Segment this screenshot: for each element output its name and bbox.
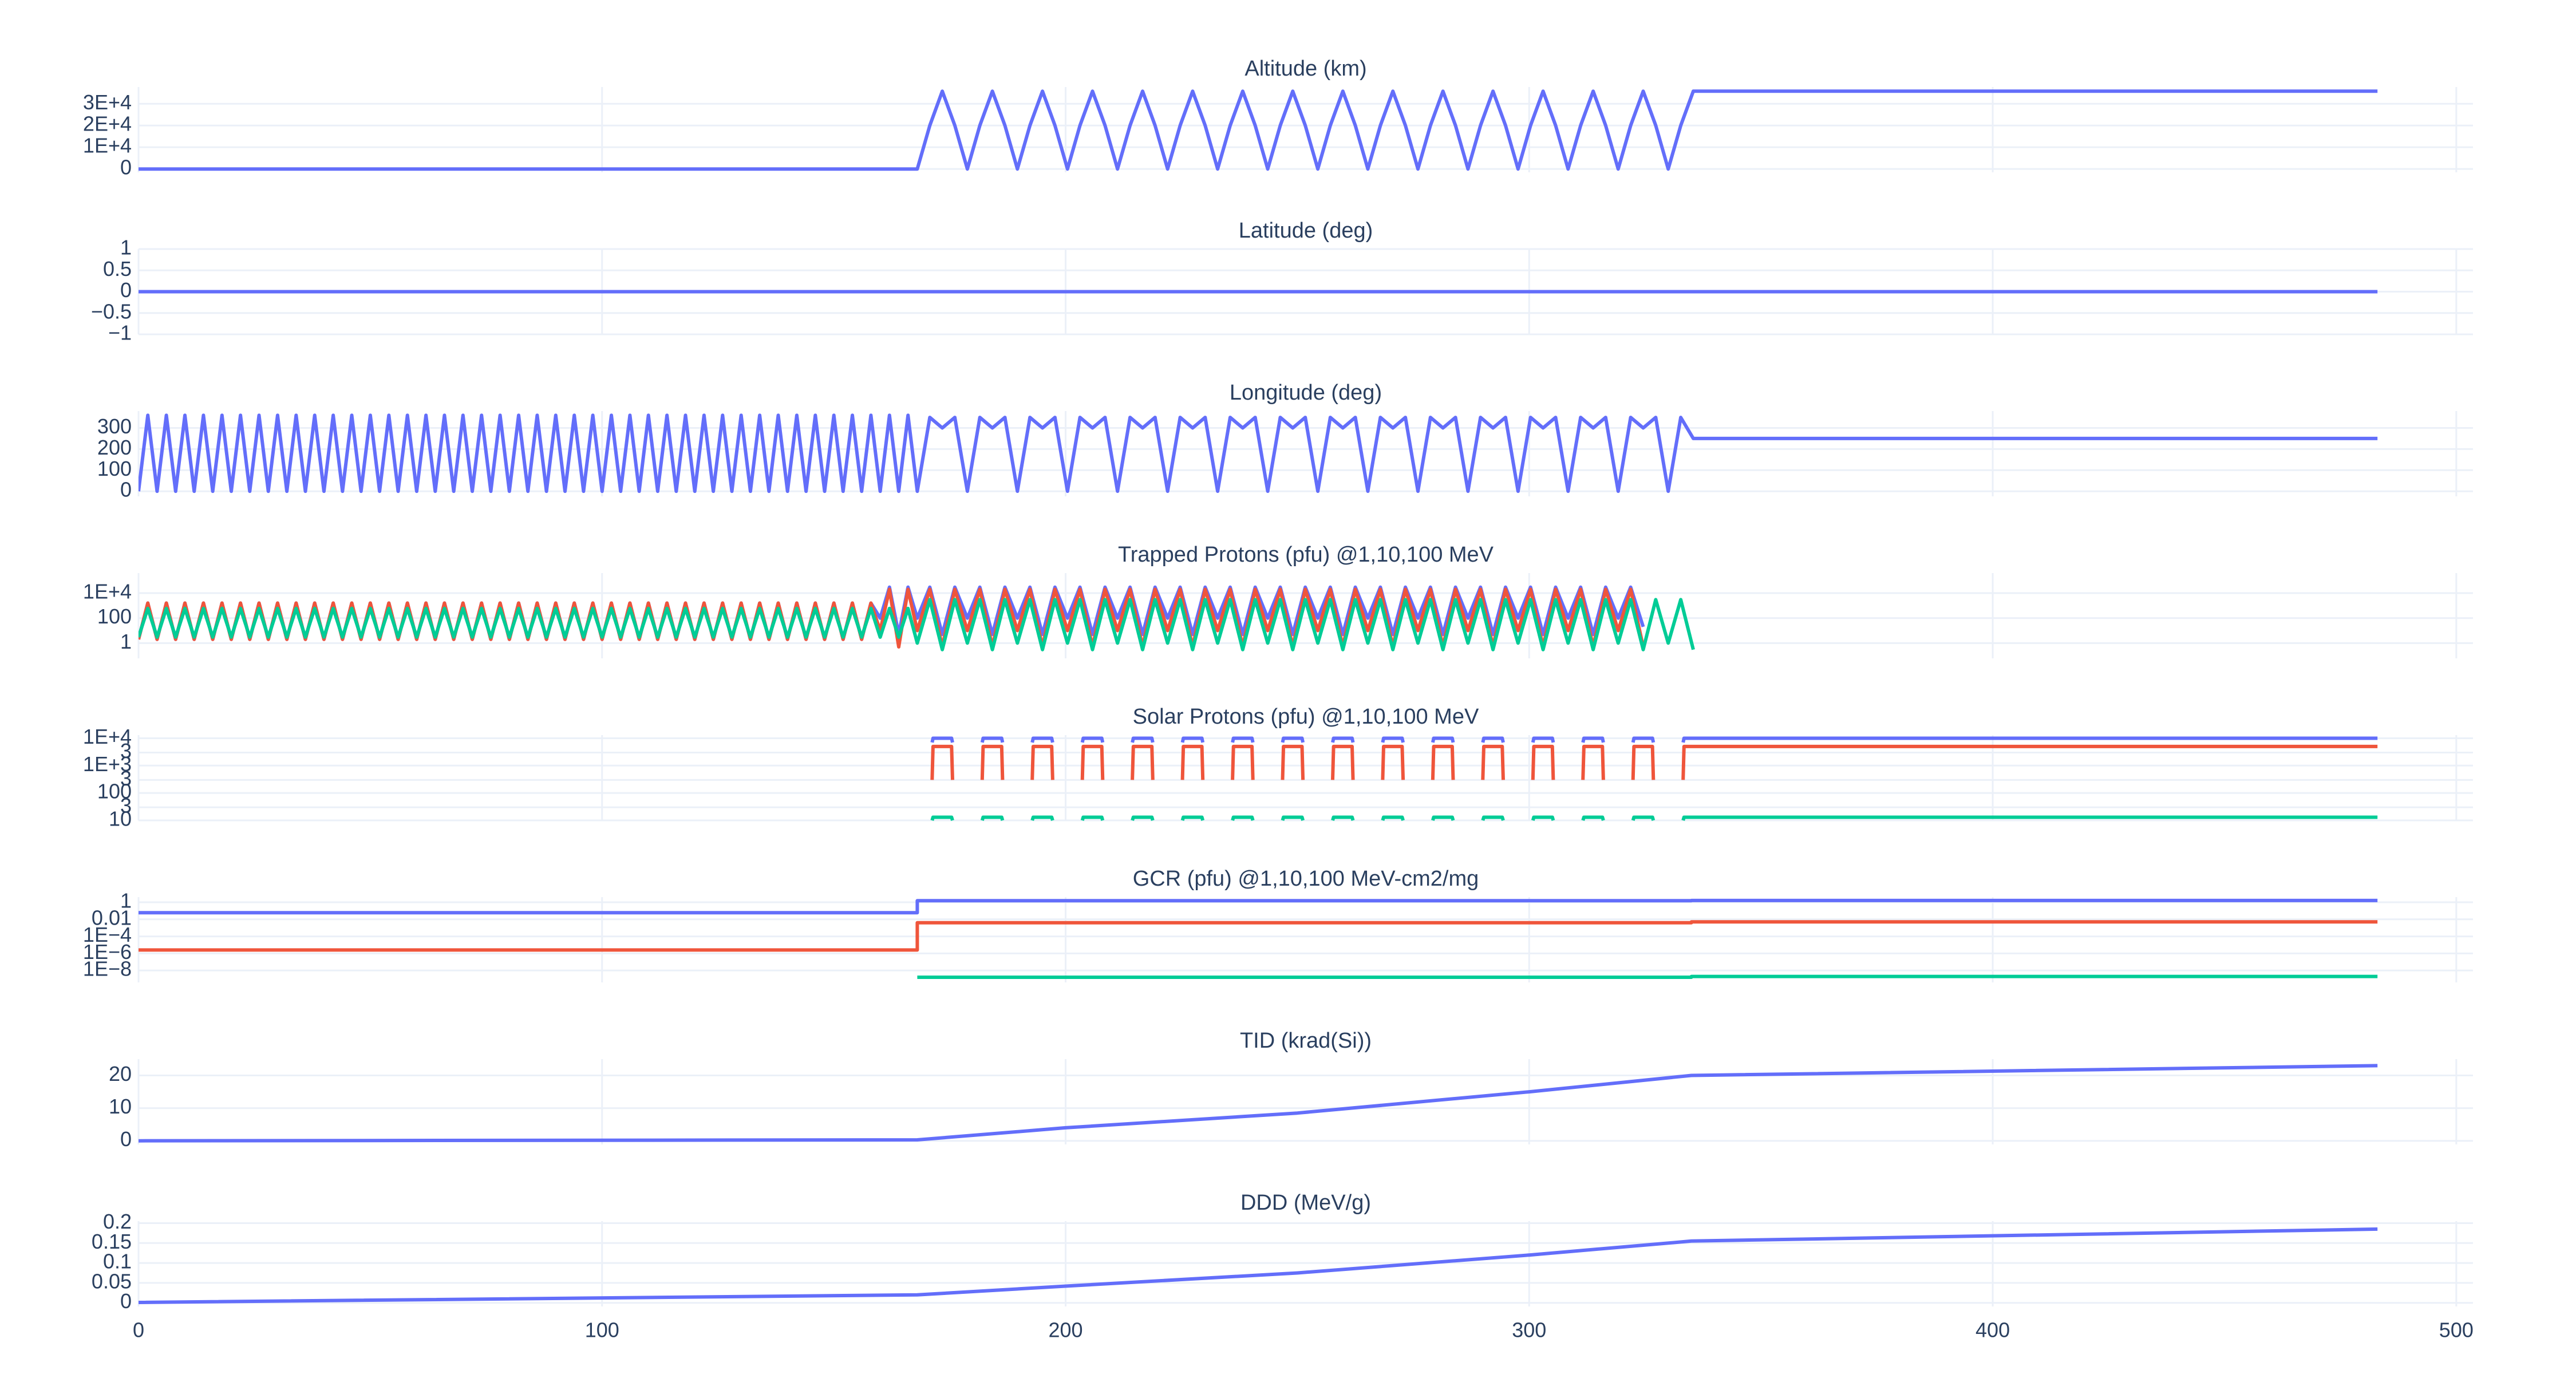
x-tick-label: 0	[133, 1318, 144, 1342]
subplot: Trapped Protons (pfu) @1,10,100 MeV 11001…	[83, 543, 2473, 658]
y-tick-label: 3	[120, 739, 132, 763]
x-tick-label: 200	[1049, 1318, 1083, 1342]
x-tick-label: 100	[585, 1318, 619, 1342]
subplot-title: Trapped Protons (pfu) @1,10,100 MeV	[1118, 543, 1494, 567]
y-tick-label: 1E+4	[83, 725, 132, 748]
series-line	[139, 1064, 2378, 1143]
subplot: TID (krad(Si)) 0 10 20	[109, 1029, 2473, 1151]
subplot: Latitude (deg) −1−0.500.51	[91, 219, 2473, 345]
series-line	[930, 744, 2378, 780]
y-tick-label: 100	[97, 457, 132, 480]
subplot: Solar Protons (pfu) @1,10,100 MeV1031003…	[83, 705, 2473, 831]
y-tick-label: 20	[109, 1062, 132, 1085]
y-tick-label: 1E−6	[83, 940, 132, 964]
y-tick-label: 1E+4	[83, 134, 132, 157]
series-line	[930, 736, 2378, 743]
y-tick-label: 1E−8	[83, 957, 132, 981]
series-line	[139, 898, 2378, 915]
y-tick-label: 10	[109, 807, 132, 831]
subplot-title: Solar Protons (pfu) @1,10,100 MeV	[1133, 705, 1479, 729]
x-tick-label: 400	[1976, 1318, 2010, 1342]
series-line	[139, 598, 1695, 652]
subplot-title: GCR (pfu) @1,10,100 MeV-cm2/mg	[1133, 867, 1479, 891]
subplot-title: DDD (MeV/g)	[1240, 1191, 1371, 1215]
y-tick-label: 0.05	[92, 1269, 132, 1293]
series-line	[139, 920, 2378, 952]
y-tick-label: 100	[97, 605, 132, 628]
subplot-title: TID (krad(Si))	[1240, 1029, 1372, 1053]
x-tick-label: 300	[1512, 1318, 1546, 1342]
y-tick-label: 3	[120, 767, 132, 790]
y-tick-label: 10	[109, 1095, 132, 1118]
y-tick-label: 0	[120, 478, 132, 502]
y-tick-label: 0	[120, 278, 132, 302]
series-line	[139, 1227, 2378, 1304]
x-tick-label: 500	[2439, 1318, 2474, 1342]
subplot-title: Altitude (km)	[1244, 57, 1366, 81]
series-line	[930, 815, 2378, 821]
y-tick-label: 1	[120, 889, 132, 912]
y-tick-label: 100	[97, 780, 132, 803]
y-tick-label: 3	[120, 794, 132, 818]
y-tick-label: 3E+4	[83, 90, 132, 114]
series-line	[139, 413, 2378, 493]
y-tick-label: 1E+4	[83, 579, 132, 603]
y-tick-label: −0.5	[91, 299, 132, 323]
y-tick-label: 1E−4	[83, 923, 132, 946]
y-tick-label: 1	[120, 236, 132, 259]
subplot-title: Latitude (deg)	[1239, 219, 1373, 243]
y-tick-label: 0	[120, 156, 132, 179]
y-tick-label: −1	[108, 321, 132, 345]
y-tick-label: 0.2	[103, 1210, 132, 1233]
subplot: Altitude (km) 01E+42E+43E+4	[83, 57, 2473, 179]
series-line	[139, 89, 2378, 171]
y-tick-label: 300	[97, 414, 132, 438]
y-tick-label: 0.5	[103, 257, 132, 281]
y-tick-label: 200	[97, 436, 132, 459]
subplot: DDD (MeV/g)0 100 200 300 400 50000.050.10.150…	[92, 1191, 2474, 1341]
y-tick-label: 0	[120, 1289, 132, 1313]
y-tick-label: 1E+3	[83, 752, 132, 776]
subplot-title: Longitude (deg)	[1230, 381, 1382, 405]
y-tick-label: 0	[120, 1127, 132, 1151]
y-tick-label: 0.1	[103, 1250, 132, 1273]
y-tick-label: 0.15	[92, 1230, 132, 1253]
subplot: GCR (pfu) @1,10,100 MeV-cm2/mg 1E−81E−61E…	[83, 867, 2473, 982]
y-tick-label: 1	[120, 630, 132, 653]
y-tick-label: 2E+4	[83, 112, 132, 136]
y-tick-label: 0.01	[92, 906, 132, 929]
